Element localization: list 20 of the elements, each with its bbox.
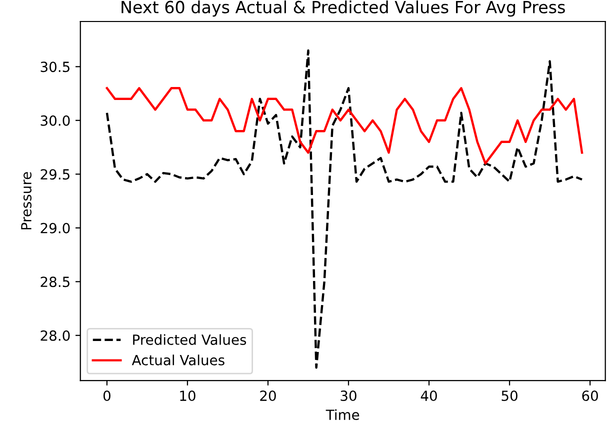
line-series [106,87,584,165]
y-tick-label: 28.0 [40,330,70,341]
y-axis-title: Pressure [21,172,32,230]
x-tick-label: 30 [340,390,356,402]
y-tick-label: 30.5 [40,62,70,72]
x-tick-label: 40 [420,390,437,402]
x-tick-label: 0 [103,390,110,402]
line-series [106,49,584,369]
legend-label: Predicted Values [133,334,246,345]
y-tick-label: 28.5 [40,276,70,288]
y-tick-label: 29.5 [40,169,70,180]
chart-title: Next 60 days Actual & Predicted Values For Avg Press [122,0,565,17]
x-axis-title: Time [326,409,360,420]
x-tick-label: 60 [582,390,598,402]
y-tick-label: 30.0 [40,115,70,126]
x-tick-label: 20 [260,390,276,402]
x-tick-label: 10 [180,390,196,402]
x-tick-label: 50 [502,390,518,402]
legend-label: Actual Values [132,354,224,366]
y-tick-label: 29.0 [40,222,70,234]
